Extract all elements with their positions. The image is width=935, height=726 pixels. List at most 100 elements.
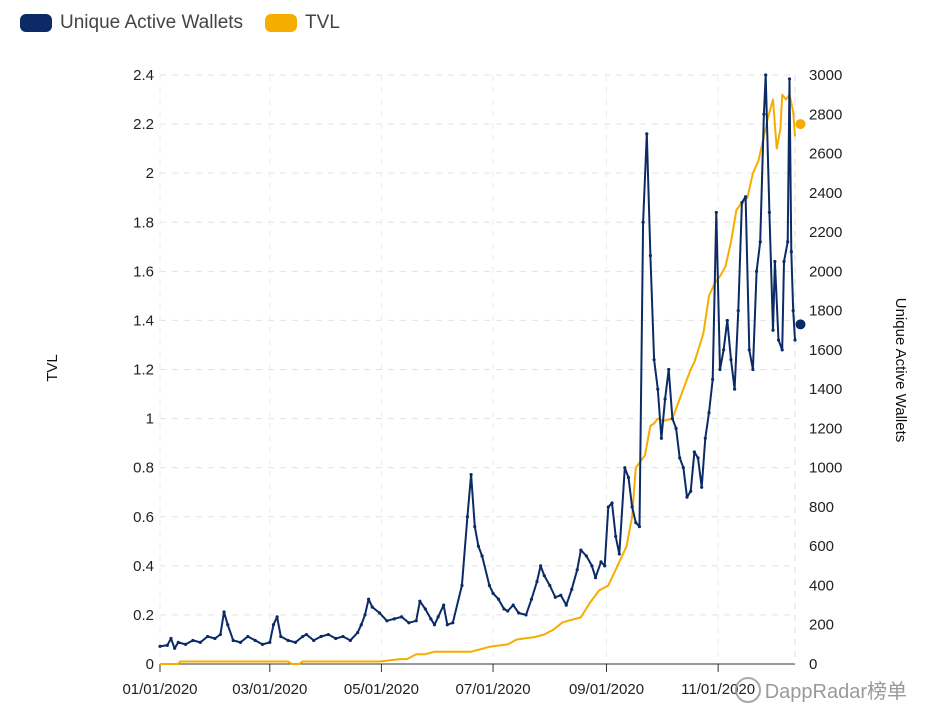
data-point-wallets [529, 597, 534, 601]
data-point-wallets [502, 607, 506, 611]
right-tick-label: 600 [809, 538, 834, 555]
data-point-wallets [789, 250, 793, 254]
data-point-wallets [678, 456, 682, 460]
data-point-wallets [348, 638, 352, 643]
data-point-wallets [626, 475, 631, 480]
left-tick-label: 1.2 [133, 362, 154, 379]
data-point-wallets [776, 338, 781, 342]
data-point-wallets [736, 309, 740, 313]
data-point-wallets [652, 358, 656, 362]
data-point-wallets [648, 254, 653, 258]
data-point-wallets [341, 634, 345, 639]
data-point-wallets [696, 456, 700, 460]
wechat-icon [734, 676, 761, 703]
left-tick-label: 2 [146, 165, 154, 182]
end-marker-wallets [795, 319, 806, 330]
data-point-wallets [423, 607, 427, 611]
data-point-wallets [634, 521, 638, 525]
data-point-wallets [476, 544, 481, 548]
data-point-wallets [714, 210, 718, 215]
right-tick-label: 0 [809, 656, 817, 673]
right-tick-label: 800 [809, 499, 834, 516]
end-marker-tvl [795, 119, 806, 130]
series-line-wallets [159, 74, 796, 650]
data-point-wallets [238, 640, 243, 645]
data-point-wallets [564, 603, 568, 607]
data-point-wallets [191, 638, 195, 643]
data-point-wallets [606, 505, 610, 509]
data-point-wallets [377, 611, 382, 615]
left-axis-title: TVL [44, 354, 61, 382]
x-tick-label: 01/01/2020 [122, 681, 197, 698]
legend-item-tvl[interactable]: TVL [265, 12, 340, 34]
data-point-wallets [222, 610, 226, 614]
data-point-wallets [667, 367, 671, 372]
data-point-wallets [773, 259, 777, 264]
data-point-wallets [793, 338, 797, 342]
data-point-wallets [747, 348, 751, 352]
data-point-wallets [275, 615, 279, 619]
right-tick-label: 1400 [809, 381, 842, 398]
data-point-wallets [791, 309, 795, 313]
data-point-wallets [674, 426, 678, 430]
data-point-wallets [271, 623, 276, 627]
data-point-wallets [356, 630, 360, 635]
data-point-wallets [542, 574, 546, 578]
data-point-wallets [399, 615, 404, 619]
data-point-wallets [767, 210, 771, 215]
left-tick-label: 0.8 [133, 460, 154, 477]
legend-item-wallets[interactable]: Unique Active Wallets [20, 12, 243, 34]
data-point-wallets [367, 597, 371, 601]
data-point-wallets [370, 605, 374, 609]
data-point-wallets [722, 348, 726, 352]
data-point-wallets [659, 436, 664, 440]
data-point-wallets [511, 603, 515, 607]
data-point-wallets [645, 132, 649, 136]
data-point-wallets [740, 201, 744, 205]
data-point-wallets [758, 240, 762, 244]
data-point-wallets [743, 195, 748, 199]
left-tick-label: 0.2 [133, 607, 154, 624]
data-point-wallets [334, 636, 338, 641]
watermark-text: DappRadar榜单 [764, 681, 907, 703]
data-point-wallets [630, 505, 634, 509]
data-point-wallets [548, 583, 552, 588]
data-point-wallets [590, 564, 594, 568]
data-point-wallets [165, 643, 169, 647]
data-point-wallets [326, 632, 330, 637]
data-point-wallets [496, 597, 501, 601]
data-point-wallets [414, 619, 418, 623]
legend-swatch-tvl [265, 14, 298, 32]
data-point-wallets [469, 472, 473, 477]
data-point-wallets [614, 534, 618, 538]
right-tick-label: 200 [809, 617, 834, 634]
data-point-wallets [762, 112, 766, 116]
data-point-wallets [771, 328, 775, 332]
right-tick-label: 2400 [809, 185, 842, 202]
data-point-wallets [169, 636, 173, 641]
right-tick-label: 400 [809, 577, 834, 594]
data-point-wallets [539, 564, 543, 568]
left-tick-label: 0.6 [133, 509, 154, 526]
data-point-wallets [718, 367, 722, 372]
data-point-wallets [780, 348, 784, 352]
data-point-wallets [603, 564, 607, 568]
data-point-wallets [787, 77, 792, 81]
data-point-wallets [293, 640, 298, 645]
left-tick-label: 0 [146, 656, 154, 673]
data-point-wallets [729, 358, 733, 362]
right-tick-label: 2800 [809, 106, 842, 123]
data-point-wallets [432, 623, 437, 627]
data-point-wallets [506, 609, 510, 613]
data-point-wallets [764, 73, 768, 77]
right-axis-ticks: 0 200 400 600 800 1000 1200 1400 1600 1800 2000 220… [809, 67, 842, 673]
data-point-wallets [392, 617, 396, 621]
data-point-wallets [517, 611, 521, 615]
left-tick-label: 1.8 [133, 214, 154, 231]
data-point-wallets [319, 634, 323, 639]
right-tick-label: 1600 [809, 342, 842, 359]
data-point-wallets [418, 599, 422, 603]
data-point-wallets [786, 240, 790, 244]
grid-lines [159, 74, 796, 665]
data-point-wallets [436, 615, 440, 619]
